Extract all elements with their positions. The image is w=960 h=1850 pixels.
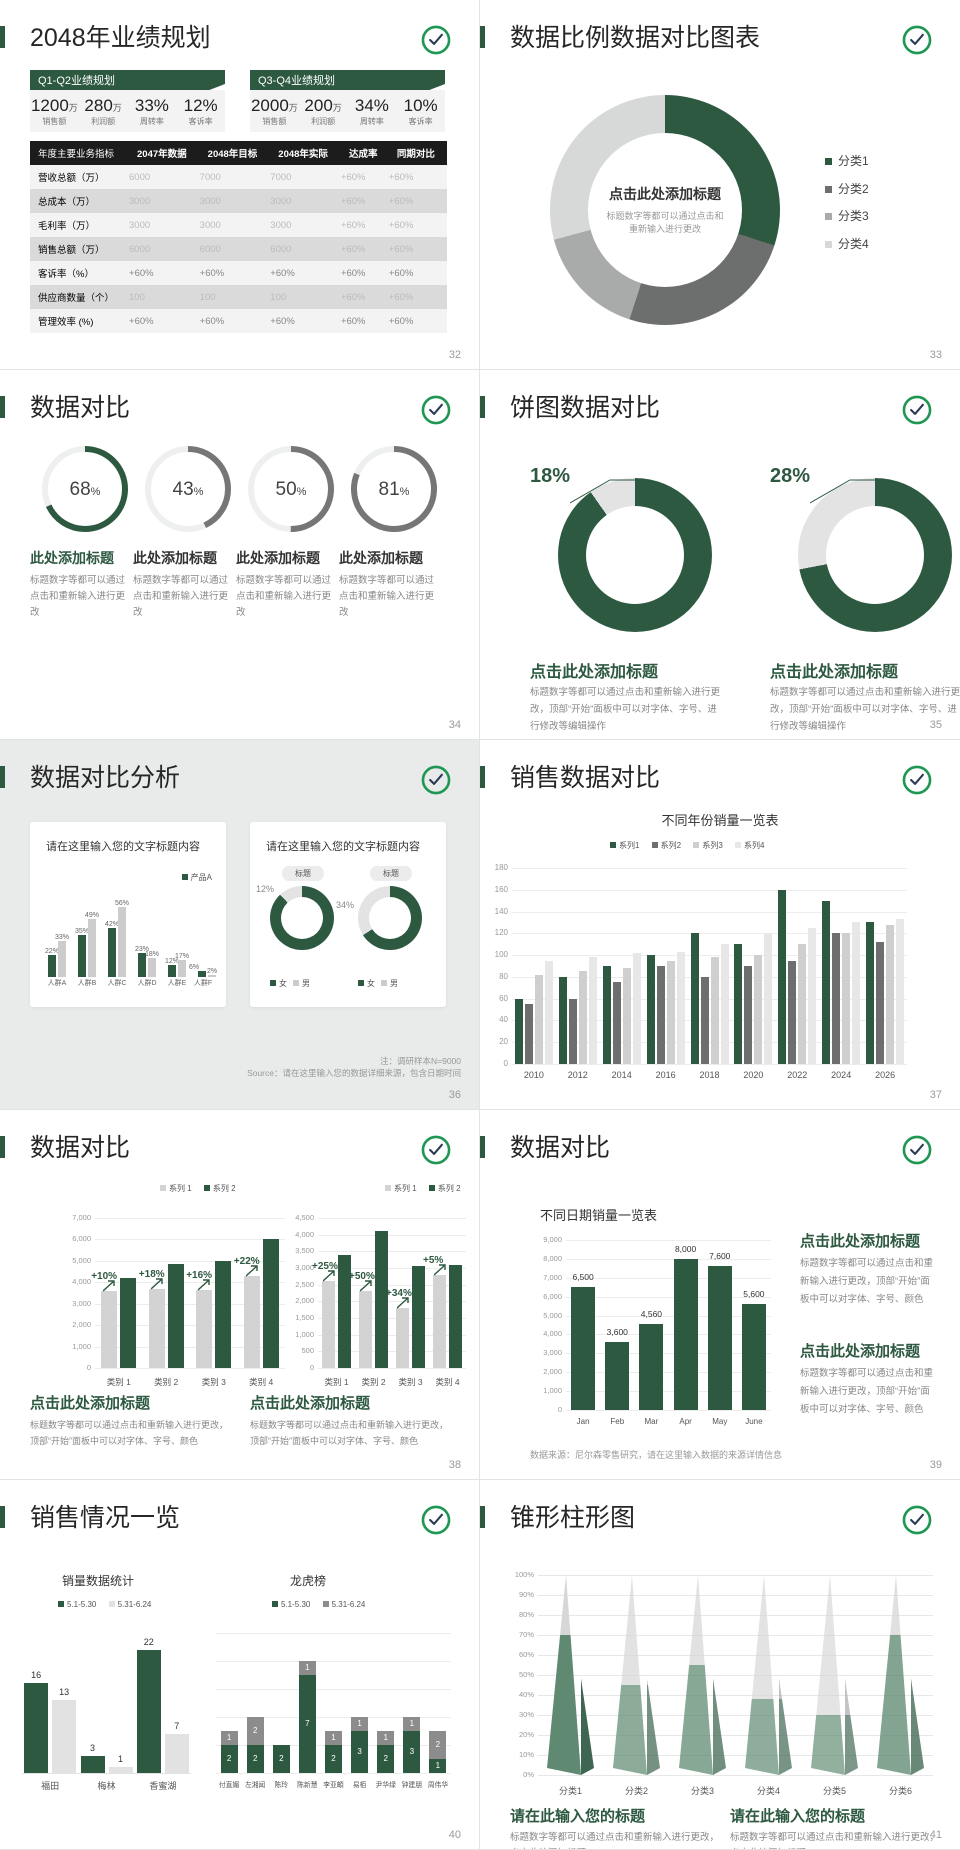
svg-text:人群F: 人群F [194, 978, 212, 987]
svg-text:56%: 56% [115, 900, 129, 907]
svg-text:49%: 49% [85, 912, 99, 919]
svg-text:33%: 33% [55, 934, 69, 941]
svg-text:81%: 81% [379, 479, 410, 500]
svg-text:50%: 50% [276, 479, 307, 500]
svg-text:22%: 22% [45, 948, 59, 955]
svg-text:17%: 17% [175, 953, 189, 960]
svg-text:人群A: 人群A [48, 978, 67, 987]
svg-text:人群E: 人群E [168, 978, 187, 987]
svg-text:43%: 43% [173, 479, 204, 500]
svg-text:2%: 2% [207, 968, 217, 975]
svg-text:18%: 18% [145, 951, 159, 958]
svg-text:35%: 35% [75, 928, 89, 935]
svg-text:人群B: 人群B [78, 978, 97, 987]
svg-text:人群C: 人群C [107, 978, 126, 987]
svg-text:6%: 6% [189, 964, 199, 971]
svg-text:42%: 42% [105, 921, 119, 928]
svg-text:68%: 68% [70, 479, 101, 500]
svg-text:人群D: 人群D [137, 978, 156, 987]
